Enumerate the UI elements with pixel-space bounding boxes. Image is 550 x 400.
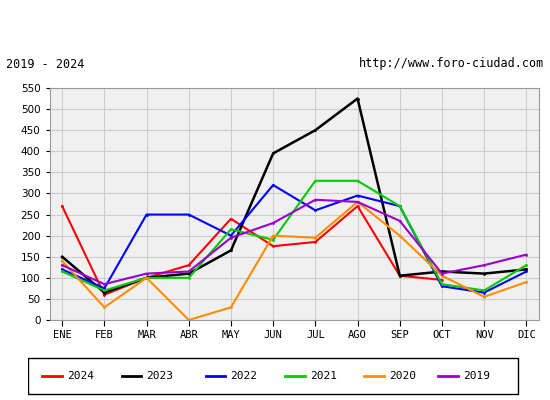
Text: 2020: 2020 — [389, 371, 416, 381]
Text: 2024: 2024 — [67, 371, 94, 381]
Text: 2023: 2023 — [146, 371, 173, 381]
FancyBboxPatch shape — [28, 358, 518, 394]
Text: 2022: 2022 — [230, 371, 257, 381]
Text: Evolucion Nº Turistas Nacionales en el municipio de Guarrate: Evolucion Nº Turistas Nacionales en el m… — [41, 16, 509, 32]
Text: 2021: 2021 — [310, 371, 337, 381]
Text: 2019: 2019 — [463, 371, 490, 381]
Text: 2019 - 2024: 2019 - 2024 — [6, 58, 84, 70]
Text: http://www.foro-ciudad.com: http://www.foro-ciudad.com — [359, 58, 544, 70]
